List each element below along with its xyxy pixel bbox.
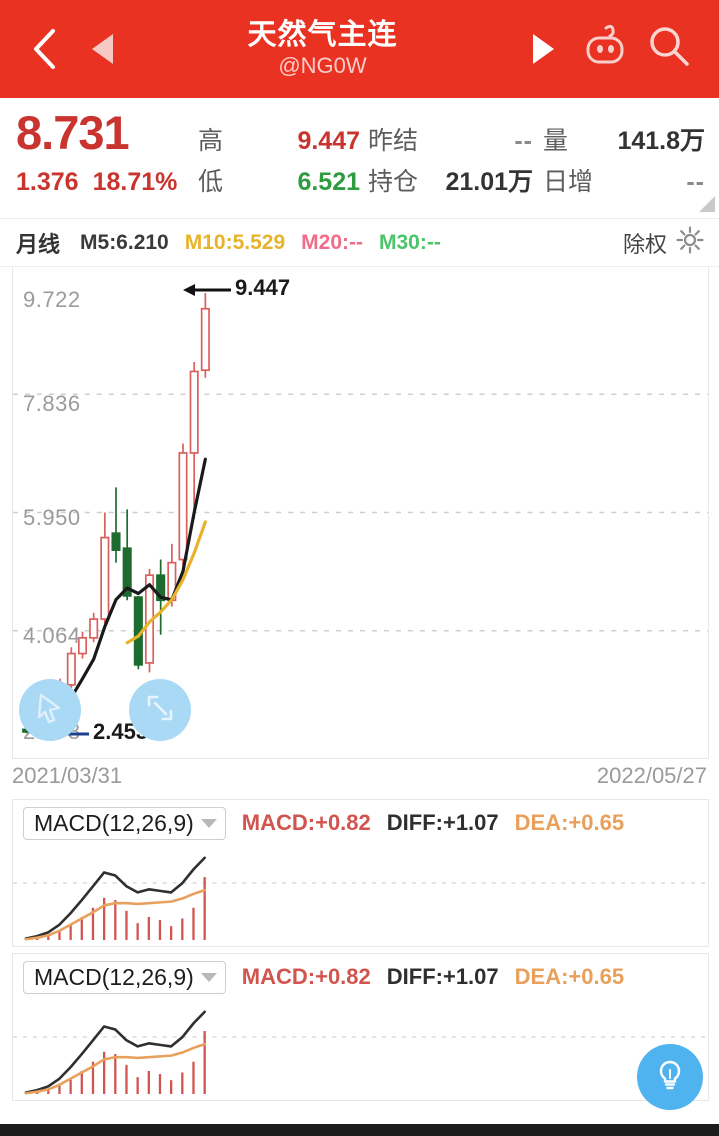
macd-header-2: MACD(12,26,9) MACD:+0.82 DIFF:+1.07 DEA:…	[13, 954, 708, 994]
chevron-down-icon	[200, 818, 217, 828]
change-block: 1.376 18.71%	[16, 168, 198, 197]
ma10-value: M10:5.529	[184, 230, 286, 254]
y-axis-label-0: 9.722	[23, 287, 81, 312]
macd-indicator-selector-2[interactable]: MACD(12,26,9)	[23, 960, 226, 994]
chevron-left-icon	[30, 26, 60, 72]
system-bottom-bar	[0, 1124, 719, 1136]
search-icon	[644, 22, 694, 77]
daily-change-label: 日增	[543, 168, 594, 196]
open-interest-cell: 持仓 21.01万	[368, 162, 543, 198]
diff-value-1: DIFF:+1.07	[386, 810, 499, 835]
quote-row-secondary: 1.376 18.71% 低 6.521 持仓 21.01万 日增 --	[16, 162, 705, 216]
back-button[interactable]	[18, 26, 72, 72]
expand-arrows-icon	[143, 691, 177, 730]
macd-indicator-selector-1[interactable]: MACD(12,26,9)	[23, 806, 226, 840]
y-axis-label-1: 7.836	[23, 391, 81, 416]
robot-assistant-button[interactable]	[573, 22, 637, 77]
y-axis-label-2: 5.950	[23, 505, 81, 530]
macd-selector-label-1: MACD(12,26,9)	[34, 809, 194, 836]
macd-panel-2[interactable]: MACD(12,26,9) MACD:+0.82 DIFF:+1.07 DEA:…	[12, 953, 709, 1101]
macd-value-2: MACD:+0.82	[241, 964, 371, 989]
ma20-value: M20:--	[301, 230, 363, 254]
candlestick-chart[interactable]: 9.722 7.836 5.950 4.064 2.178 9.447 2.45…	[12, 267, 709, 759]
low-value: 6.521	[297, 168, 360, 196]
prev-settle-value: --	[514, 127, 533, 155]
high-annotation-arrow	[183, 284, 231, 296]
high-annotation-label: 9.447	[235, 275, 291, 300]
open-interest-label: 持仓	[368, 168, 419, 196]
quote-panel: 8.731 高 9.447 昨结 -- 量 141.8万 1.376 18.71…	[0, 98, 719, 219]
low-label: 低	[198, 168, 224, 196]
panel-resize-handle[interactable]	[699, 196, 715, 212]
search-button[interactable]	[637, 22, 701, 77]
macd-value-1: MACD:+0.82	[241, 810, 371, 835]
macd-header-1: MACD(12,26,9) MACD:+0.82 DIFF:+1.07 DEA:…	[13, 800, 708, 840]
prev-settle-label: 昨结	[368, 127, 419, 155]
end-date-label: 2022/05/27	[596, 763, 707, 788]
kline-canvas[interactable]	[13, 267, 708, 758]
low-cell: 低 6.521	[198, 162, 368, 198]
macd-panel-1[interactable]: MACD(12,26,9) MACD:+0.82 DIFF:+1.07 DEA:…	[12, 799, 709, 947]
quote-row-primary: 8.731 高 9.447 昨结 -- 量 141.8万	[16, 104, 705, 162]
triangle-right-icon	[532, 34, 554, 64]
daily-change-cell: 日增 --	[543, 162, 705, 198]
dea-value-1: DEA:+0.65	[514, 810, 625, 835]
ex-rights-button[interactable]: 除权	[623, 225, 705, 260]
ma30-value: M30:--	[378, 230, 441, 254]
cursor-fab-button[interactable]	[19, 679, 81, 741]
page-title: 天然气主连	[247, 19, 398, 52]
macd-canvas-1[interactable]	[13, 838, 708, 946]
cursor-arrow-icon	[33, 691, 67, 730]
ex-rights-label: 除权	[622, 231, 667, 257]
high-label: 高	[198, 127, 224, 155]
change-absolute: 1.376	[16, 168, 79, 196]
expand-fab-button[interactable]	[129, 679, 191, 741]
daily-change-value: --	[686, 168, 705, 196]
triangle-left-icon	[91, 34, 113, 64]
start-date-label: 2021/03/31	[12, 763, 123, 788]
open-interest-value: 21.01万	[445, 168, 533, 196]
app-header: 天然气主连 @NG0W	[0, 0, 719, 98]
y-axis-label-3: 4.064	[23, 623, 81, 648]
lightbulb-icon	[652, 1057, 688, 1098]
volume-cell: 量 141.8万	[543, 121, 705, 157]
robot-icon	[579, 22, 631, 77]
high-cell: 高 9.447	[198, 121, 368, 157]
symbol-title-block[interactable]: 天然气主连 @NG0W	[132, 19, 513, 78]
ma5-value: M5:6.210	[80, 230, 169, 254]
help-fab-button[interactable]	[637, 1044, 703, 1110]
date-axis-row: 2021/03/31 2022/05/27	[12, 759, 707, 793]
macd-selector-label-2: MACD(12,26,9)	[34, 963, 194, 990]
symbol-code: @NG0W	[278, 52, 367, 78]
chart-period-label[interactable]: 月线	[16, 231, 61, 257]
diff-value-2: DIFF:+1.07	[386, 964, 499, 989]
last-price: 8.731	[16, 106, 130, 159]
prev-settle-cell: 昨结 --	[368, 121, 543, 157]
macd-canvas-2[interactable]	[13, 992, 708, 1100]
volume-value: 141.8万	[617, 127, 705, 155]
volume-label: 量	[543, 127, 569, 155]
gear-icon	[675, 225, 705, 260]
chevron-down-icon	[200, 972, 217, 982]
dea-value-2: DEA:+0.65	[514, 964, 625, 989]
next-symbol-button[interactable]	[513, 34, 573, 64]
ma-indicator-bar: 月线 M5:6.210 M10:5.529 M20:-- M30:-- 除权	[0, 219, 719, 267]
high-value: 9.447	[297, 127, 360, 155]
previous-symbol-button[interactable]	[72, 34, 132, 64]
change-percent: 18.71%	[92, 168, 178, 196]
